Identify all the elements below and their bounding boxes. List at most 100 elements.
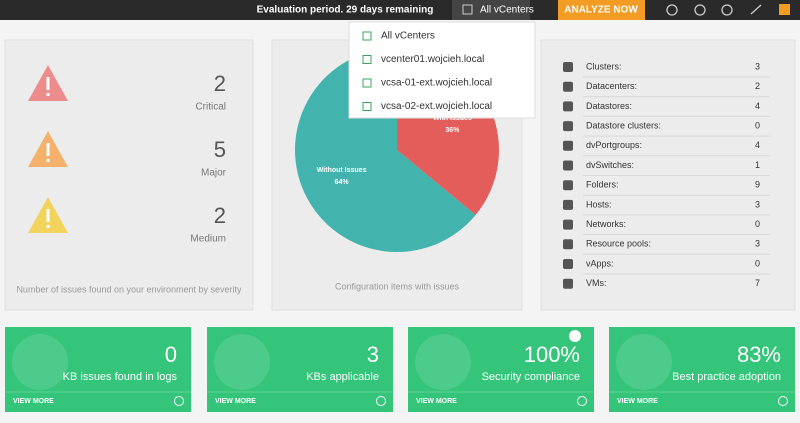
- card-value: 83%: [737, 342, 781, 367]
- inventory-count: 2: [755, 81, 760, 91]
- inventory-label: vApps:: [586, 258, 614, 268]
- card-label: Best practice adoption: [672, 371, 781, 383]
- stat-card: [609, 327, 795, 412]
- card-value: 0: [165, 342, 177, 367]
- card-label: KB issues found in logs: [63, 371, 178, 383]
- inventory-count: 4: [755, 101, 760, 111]
- inventory-count: 3: [755, 61, 760, 71]
- warning-mark: [46, 143, 50, 156]
- severity-count: 2: [214, 203, 226, 228]
- severity-footer: Number of issues found on your environme…: [16, 284, 242, 294]
- card-label: KBs applicable: [306, 371, 379, 383]
- severity-count: 5: [214, 137, 226, 162]
- alert-badge: [569, 330, 581, 342]
- inventory-count: 4: [755, 140, 760, 150]
- warning-dot: [46, 159, 50, 162]
- inventory-count: 1: [755, 160, 760, 170]
- inventory-icon: [563, 278, 573, 289]
- inventory-label: Clusters:: [586, 61, 622, 71]
- stat-card: [207, 327, 393, 412]
- card-value: 100%: [524, 342, 580, 367]
- view-more-icon[interactable]: [577, 396, 587, 406]
- inventory-icon: [563, 259, 573, 269]
- inventory-label: Networks:: [586, 219, 626, 229]
- inventory-icon: [563, 180, 573, 191]
- help-icon[interactable]: [721, 4, 733, 16]
- view-more-icon[interactable]: [778, 396, 788, 406]
- inventory-icon: [563, 160, 573, 171]
- view-more-icon[interactable]: [376, 396, 386, 406]
- severity-label: Major: [201, 168, 227, 179]
- card-label: Security compliance: [482, 371, 580, 383]
- view-more-link[interactable]: VIEW MORE: [617, 398, 658, 405]
- warning-mark: [46, 77, 50, 90]
- card-watermark: [12, 334, 68, 390]
- inventory-icon: [563, 101, 573, 112]
- warning-mark: [46, 209, 50, 222]
- inventory-icon: [563, 219, 573, 230]
- stat-card: [408, 327, 594, 412]
- analyze-button[interactable]: [558, 0, 645, 20]
- inventory-count: 0: [755, 219, 760, 229]
- card-watermark: [415, 334, 471, 390]
- inventory-label: Hosts:: [586, 199, 612, 209]
- dropdown-icon: [362, 31, 372, 41]
- link-icon[interactable]: [750, 4, 762, 15]
- dropdown-item[interactable]: vcenter01.wojcieh.local: [381, 54, 484, 65]
- dropdown-item[interactable]: All vCenters: [381, 31, 435, 42]
- slice-percent: 36%: [445, 127, 460, 134]
- card-watermark: [214, 334, 270, 390]
- inventory-label: dvPortgroups:: [586, 140, 642, 150]
- pie-slice: [294, 48, 476, 253]
- inventory-label: VMs:: [586, 278, 607, 288]
- dropdown-item[interactable]: vcsa-02-ext.wojcieh.local: [381, 101, 492, 112]
- inventory-label: Resource pools:: [586, 239, 651, 249]
- dropdown-menu: [348, 21, 536, 119]
- inventory-count: 0: [755, 258, 760, 268]
- inventory-count: 9: [755, 180, 760, 190]
- view-more-link[interactable]: VIEW MORE: [215, 398, 256, 405]
- warning-dot: [46, 93, 50, 96]
- dropdown-icon: [362, 102, 372, 111]
- evaluation-text: Evaluation period. 29 days remaining: [257, 5, 434, 16]
- dropdown-icon: [362, 78, 372, 88]
- inventory-label: Datastores:: [586, 101, 632, 111]
- notification-icon[interactable]: [666, 4, 678, 16]
- inventory-icon: [563, 199, 573, 210]
- inventory-count: 3: [755, 199, 760, 209]
- view-more-link[interactable]: VIEW MORE: [13, 398, 54, 405]
- inventory-label: dvSwitches:: [586, 160, 634, 170]
- inventory-label: Datastore clusters:: [586, 120, 661, 130]
- card-watermark: [616, 334, 672, 390]
- dropdown-icon: [362, 55, 372, 64]
- settings-icon[interactable]: [694, 4, 706, 16]
- pie-footer: Configuration items with issues: [335, 281, 460, 291]
- inventory-label: Datacenters:: [586, 81, 637, 91]
- stat-card: [5, 327, 191, 412]
- severity-label: Medium: [190, 234, 226, 245]
- vcenter-icon: [462, 4, 473, 15]
- vcenter-button-label[interactable]: All vCenters: [480, 5, 534, 16]
- severity-label: Critical: [195, 102, 226, 113]
- inventory-icon: [563, 121, 573, 132]
- severity-count: 2: [214, 71, 226, 96]
- inventory-icon: [563, 62, 573, 72]
- dropdown-item[interactable]: vcsa-01-ext.wojcieh.local: [381, 78, 492, 89]
- inventory-count: 7: [755, 278, 760, 288]
- inventory-icon: [563, 81, 573, 92]
- inventory-count: 3: [755, 239, 760, 249]
- logout-icon[interactable]: [779, 4, 790, 15]
- analyze-button-label[interactable]: ANALYZE NOW: [564, 5, 638, 16]
- warning-dot: [46, 225, 50, 228]
- view-more-link[interactable]: VIEW MORE: [416, 398, 457, 405]
- slice-label: Without Issues: [317, 167, 367, 174]
- inventory-count: 0: [755, 120, 760, 130]
- card-value: 3: [367, 342, 379, 367]
- inventory-icon: [563, 239, 573, 250]
- slice-percent: 64%: [335, 179, 350, 186]
- inventory-icon: [563, 140, 573, 151]
- view-more-icon[interactable]: [174, 396, 184, 406]
- inventory-label: Folders:: [586, 180, 619, 190]
